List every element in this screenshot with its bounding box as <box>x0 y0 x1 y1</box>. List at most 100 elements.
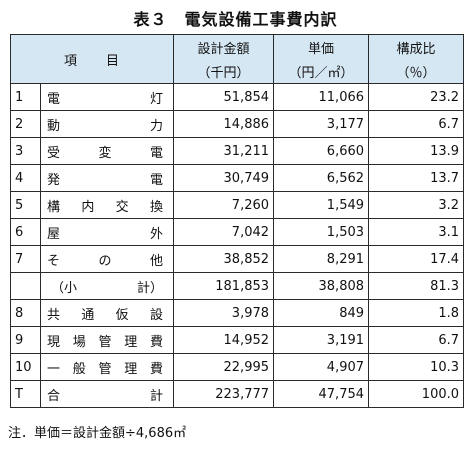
header-unit-row: （千円） （円／㎡） （％） <box>11 59 465 84</box>
table-row: 5 構 内 交 換 7,260 1,549 3.2 <box>10 191 465 219</box>
item-name: 一般管理費 <box>39 353 175 381</box>
ratio-unit-label: （％） <box>368 59 465 84</box>
item-name-part: 力 <box>150 118 164 134</box>
unit-price-cell: 3,177 <box>273 110 370 138</box>
design-cost-cell: 22,995 <box>173 353 275 381</box>
unit-price-cell: 849 <box>273 299 370 327</box>
table-row: T 合計 223,777 47,754 100.0 <box>10 380 465 408</box>
ratio-cell: 6.7 <box>368 326 465 354</box>
design-cost-cell: 31,211 <box>173 137 275 165</box>
item-name-part: 動 <box>47 118 61 134</box>
item-name: 屋外 <box>39 218 175 246</box>
item-name-part: 構 <box>47 199 61 215</box>
unit-price-cell: 3,191 <box>273 326 370 354</box>
unit-price-cell: 1,549 <box>273 191 370 219</box>
row-number: 2 <box>10 110 41 138</box>
unit-price-cell: 1,503 <box>273 218 370 246</box>
item-name-part: 換 <box>149 199 163 215</box>
item-name: 合計 <box>39 380 175 408</box>
ratio-cell: 81.3 <box>368 272 465 300</box>
table-row: 3 受 変 電 31,211 6,660 13.9 <box>10 137 465 165</box>
item-name-part: 仮 <box>115 307 129 323</box>
unit-price-cell: 8,291 <box>273 245 370 273</box>
item-name-part: そ <box>47 253 61 269</box>
item-name-part: 理 <box>124 361 138 377</box>
item-name-part: 計 <box>150 388 164 404</box>
item-name-part: 変 <box>98 145 112 161</box>
ratio-cell: 10.3 <box>368 353 465 381</box>
item-name-part: 現 <box>47 334 61 350</box>
item-name-part: （小 <box>51 280 78 296</box>
ratio-cell: 13.7 <box>368 164 465 192</box>
unit-price-column-header: 単価 <box>273 34 370 59</box>
ratio-cell: 6.7 <box>368 110 465 138</box>
table-row: 2 動力 14,886 3,177 6.7 <box>10 110 465 138</box>
table-row: 7 そ の 他 38,852 8,291 17.4 <box>10 245 465 273</box>
row-number: 7 <box>10 245 41 273</box>
row-number: 10 <box>10 353 41 381</box>
row-number: T <box>10 380 41 408</box>
row-number: 8 <box>10 299 41 327</box>
design-cost-cell: 223,777 <box>173 380 275 408</box>
ratio-cell: 3.1 <box>368 218 465 246</box>
row-number <box>10 272 41 300</box>
item-name: その他 <box>39 245 175 273</box>
item-name: 共通仮設 <box>39 299 175 327</box>
item-name-part: 電 <box>150 145 164 161</box>
item-name: 電灯 <box>39 83 175 111</box>
item-name-part: 通 <box>81 307 95 323</box>
item-name-part: 管 <box>98 361 112 377</box>
table-body: 1 電灯 51,854 11,066 23.2 2 動力 14,886 3,177 6.7 3 受変電… <box>10 83 465 408</box>
unit-price-cell: 11,066 <box>273 83 370 111</box>
item-name-part: 一 <box>47 361 61 377</box>
row-number: 6 <box>10 218 41 246</box>
table-row: 6 屋外 7,042 1,503 3.1 <box>10 218 465 246</box>
item-name-part: 管 <box>98 334 112 350</box>
item-name: 構内交換 <box>39 191 175 219</box>
ratio-cell: 23.2 <box>368 83 465 111</box>
design-cost-cell: 7,042 <box>173 218 275 246</box>
ratio-cell: 100.0 <box>368 380 465 408</box>
design-cost-cell: 3,978 <box>173 299 275 327</box>
item-name-part: 合 <box>47 388 61 404</box>
item-name-part: 内 <box>81 199 95 215</box>
item-name-part: 電 <box>150 172 164 188</box>
ratio-cell: 17.4 <box>368 245 465 273</box>
item-name-part: 外 <box>150 226 164 242</box>
item-name: 現場管理費 <box>39 326 175 354</box>
item-name: 受変電 <box>39 137 175 165</box>
item-name-part: 共 <box>47 307 61 323</box>
item-name-part: 計） <box>137 280 164 296</box>
item-name-part: 屋 <box>47 226 61 242</box>
design-cost-cell: 181,853 <box>173 272 275 300</box>
item-name-part: 理 <box>124 334 138 350</box>
item-name-part: 設 <box>149 307 163 323</box>
unit-price-unit-label: （円／㎡） <box>273 59 370 84</box>
cost-unit-label: （千円） <box>173 59 275 84</box>
ratio-cell: 1.8 <box>368 299 465 327</box>
table-row: 4 発電 30,749 6,562 13.7 <box>10 164 465 192</box>
item-name-part: 他 <box>150 253 164 269</box>
ratio-cell: 13.9 <box>368 137 465 165</box>
item-name: 発電 <box>39 164 175 192</box>
item-name-part: 交 <box>115 199 129 215</box>
design-cost-cell: 30,749 <box>173 164 275 192</box>
design-cost-cell: 14,886 <box>173 110 275 138</box>
item-name: 動力 <box>39 110 175 138</box>
item-name-part: 発 <box>47 172 61 188</box>
row-number: 9 <box>10 326 41 354</box>
item-name-part: 電 <box>47 91 61 107</box>
row-number: 5 <box>10 191 41 219</box>
design-cost-cell: 51,854 <box>173 83 275 111</box>
table-row: 10 一般管理費 22,995 4,907 10.3 <box>10 353 465 381</box>
item-name: （小 計） <box>39 272 175 300</box>
unit-price-cell: 6,660 <box>273 137 370 165</box>
table-row: 8 共 通 仮 設 3,978 849 1.8 <box>10 299 465 327</box>
item-name-part: 般 <box>72 361 86 377</box>
cost-breakdown-table: 項 目 設計金額 単価 構成比 （千円） （円／㎡） （％） 1 電灯 51,854… <box>9 34 465 408</box>
row-number: 1 <box>10 83 41 111</box>
unit-price-cell: 4,907 <box>273 353 370 381</box>
row-number: 3 <box>10 137 41 165</box>
unit-price-cell: 6,562 <box>273 164 370 192</box>
ratio-cell: 3.2 <box>368 191 465 219</box>
